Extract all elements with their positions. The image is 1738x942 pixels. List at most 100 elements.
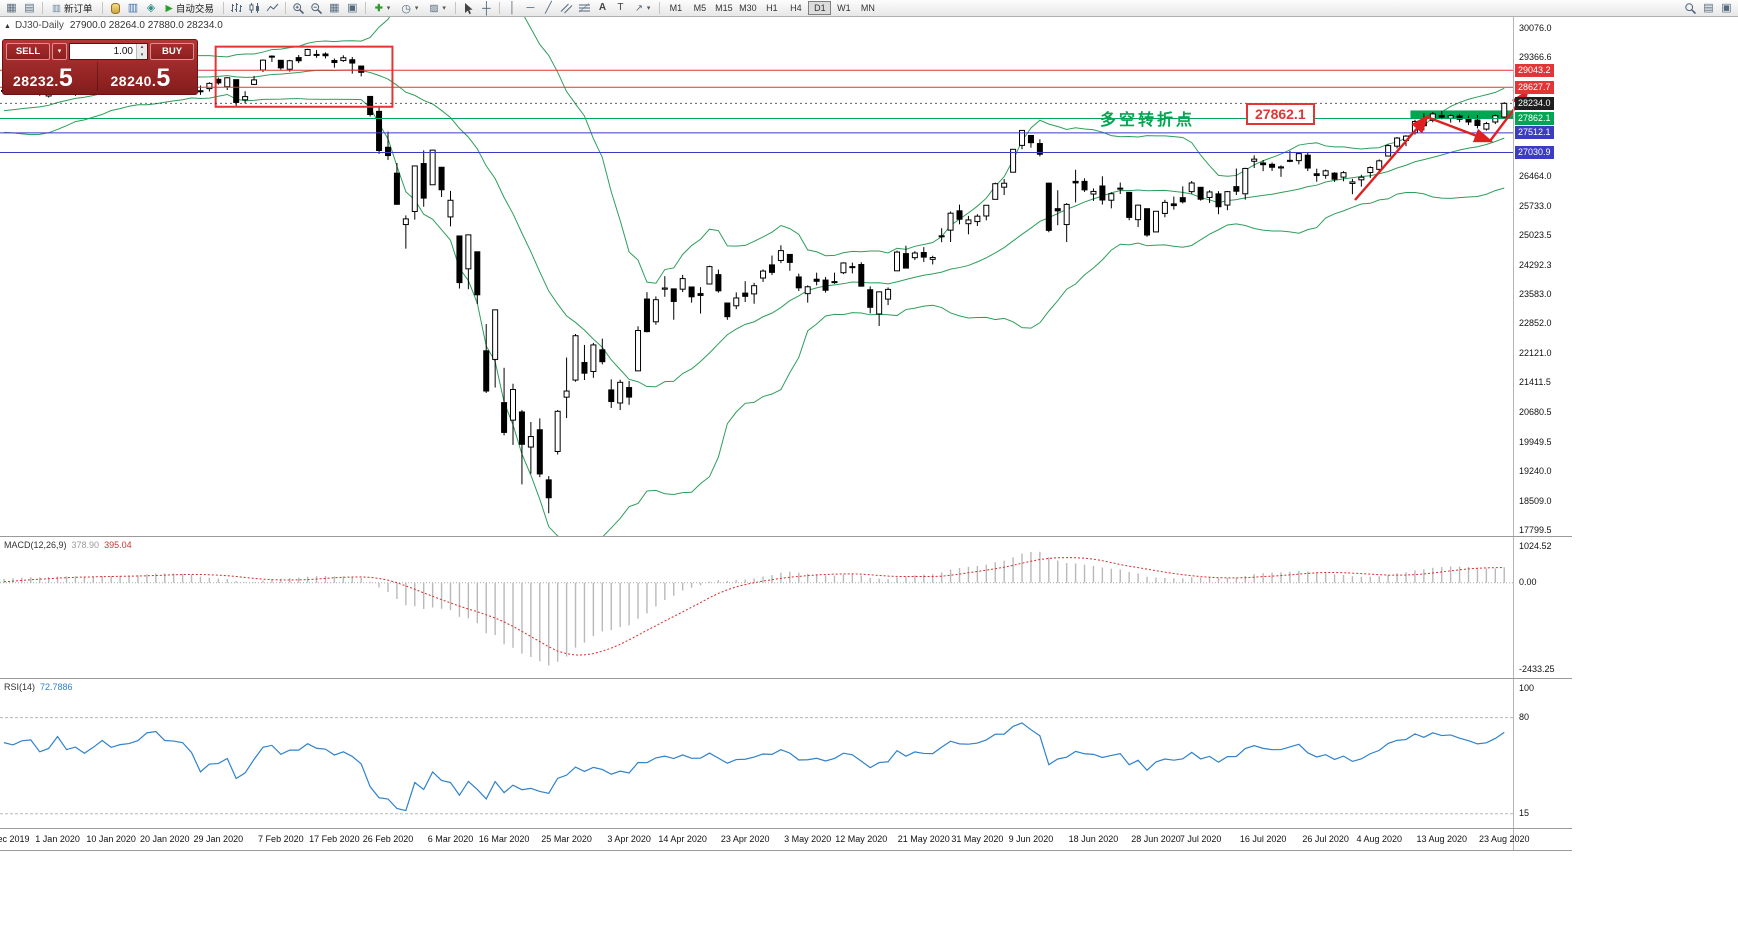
new-order-button[interactable]: ▥ 新订单 bbox=[47, 1, 98, 16]
volume-input[interactable] bbox=[70, 44, 136, 59]
sell-price-value: 28232. bbox=[13, 73, 59, 89]
clock-icon: ◷ bbox=[401, 2, 411, 15]
toolbar-separator bbox=[101, 2, 103, 14]
docked-window-icon[interactable]: ▤ bbox=[1703, 1, 1714, 14]
timeframe-h4[interactable]: H4 bbox=[784, 1, 807, 15]
periods-button[interactable]: ◷ ▾ bbox=[396, 1, 423, 16]
chart-profiles-icon[interactable]: ▤ bbox=[24, 1, 35, 14]
date-label: 23 Dec 2019 bbox=[0, 834, 30, 844]
arrows-shapes-button[interactable]: ↗ ▾ bbox=[630, 1, 655, 16]
date-label: 17 Feb 2020 bbox=[309, 834, 360, 844]
date-label: 28 Jun 2020 bbox=[1131, 834, 1181, 844]
timeframe-m15[interactable]: M15 bbox=[712, 1, 735, 15]
cursor-icon[interactable] bbox=[460, 1, 477, 16]
toolbar-separator bbox=[659, 2, 661, 14]
timeframe-h1[interactable]: H1 bbox=[760, 1, 783, 15]
chevron-down-icon: ▾ bbox=[442, 5, 446, 12]
price-tick: 25023.5 bbox=[1519, 229, 1552, 240]
price-tick: 17799.5 bbox=[1519, 525, 1552, 536]
price-chart-canvas[interactable] bbox=[0, 17, 1572, 536]
toolbar-separator bbox=[222, 2, 224, 14]
timeframe-m5[interactable]: M5 bbox=[688, 1, 711, 15]
tile-windows-icon[interactable]: ▦ bbox=[329, 1, 340, 14]
macd-name: MACD(12,26,9) bbox=[4, 540, 67, 550]
autotrading-label: 自动交易 bbox=[175, 4, 214, 15]
chevron-down-icon: ▾ bbox=[386, 5, 391, 12]
toolbar: ▦ ▤ ▥ 新订单 ▥ ◈ ▶ 自动交易 ▦ ▣ bbox=[0, 0, 1738, 17]
date-label: 16 Jul 2020 bbox=[1239, 834, 1287, 844]
zoom-in-icon[interactable] bbox=[290, 1, 307, 16]
turning-point-annotation[interactable]: 多空转折点 bbox=[1100, 112, 1196, 129]
plus-icon: ✚ bbox=[374, 2, 383, 14]
price-marker-tag: 27030.9 bbox=[1515, 146, 1554, 160]
date-label: 16 Mar 2020 bbox=[478, 834, 530, 844]
date-label: 21 May 2020 bbox=[897, 834, 950, 844]
buy-price[interactable]: 28240. 5 bbox=[96, 62, 195, 91]
arrange-windows-icon[interactable]: ▣ bbox=[347, 1, 358, 14]
vertical-line-icon[interactable]: │ bbox=[509, 1, 516, 14]
rsi-indicator-canvas[interactable] bbox=[0, 680, 1572, 828]
sell-price[interactable]: 28232. 5 bbox=[6, 62, 97, 91]
turning-point-price-label[interactable]: 27862.1 bbox=[1246, 103, 1315, 125]
navigator-icon[interactable]: ◈ bbox=[146, 1, 156, 14]
date-label: 3 Apr 2020 bbox=[607, 834, 651, 844]
indicators-button[interactable]: ✚ ▾ bbox=[370, 1, 395, 16]
channel-icon[interactable] bbox=[558, 1, 575, 16]
trendline-icon[interactable]: ╱ bbox=[545, 1, 552, 14]
sell-price-big-digit: 5 bbox=[58, 64, 73, 92]
rsi-value: 72.7886 bbox=[40, 682, 73, 692]
volume-up-button[interactable]: ▴ bbox=[137, 44, 147, 52]
zoom-out-icon[interactable] bbox=[308, 1, 325, 16]
play-icon: ▶ bbox=[165, 2, 173, 14]
date-label: 20 Jan 2020 bbox=[139, 834, 190, 844]
one-click-trading-panel: SELL ▾ ▴ ▾ BUY 28232.5 28240.5 bbox=[2, 39, 198, 95]
price-marker-tag: 29043.2 bbox=[1515, 63, 1554, 77]
ohlc-values: 27900.0 28264.0 27880.0 28234.0 bbox=[69, 20, 223, 31]
market-watch-icon[interactable] bbox=[107, 1, 124, 16]
window-menu-icon[interactable]: ▣ bbox=[1721, 1, 1732, 14]
pane-separator[interactable] bbox=[0, 536, 1572, 537]
bar-chart-icon[interactable] bbox=[228, 1, 245, 16]
candlestick-chart-icon[interactable] bbox=[246, 1, 263, 16]
templates-button[interactable]: ▨ ▾ bbox=[424, 1, 451, 16]
rsi-label: RSI(14) 72.7886 bbox=[4, 682, 73, 692]
line-chart-icon[interactable] bbox=[264, 1, 281, 16]
text-icon[interactable]: A bbox=[598, 2, 607, 13]
text-label-icon[interactable]: T bbox=[617, 2, 624, 13]
order-type-dropdown[interactable]: ▾ bbox=[52, 43, 67, 60]
date-label: 23 Apr 2020 bbox=[720, 834, 770, 844]
data-window-icon[interactable]: ▥ bbox=[127, 1, 139, 14]
sell-button[interactable]: SELL bbox=[6, 43, 50, 60]
autotrading-button[interactable]: ▶ 自动交易 bbox=[161, 1, 219, 16]
pane-separator[interactable] bbox=[0, 678, 1572, 679]
search-icon[interactable] bbox=[1682, 1, 1699, 16]
timeframe-mn[interactable]: MN bbox=[856, 1, 879, 15]
macd-axis-max: 1024.52 bbox=[1519, 541, 1552, 551]
timeframe-m1[interactable]: M1 bbox=[664, 1, 687, 15]
buy-price-value: 28240. bbox=[110, 73, 157, 89]
volume-down-button[interactable]: ▾ bbox=[137, 51, 147, 59]
date-label: 7 Jul 2020 bbox=[1179, 834, 1222, 844]
horizontal-line-icon[interactable]: ─ bbox=[526, 1, 535, 14]
crosshair-icon[interactable]: ┼ bbox=[482, 1, 491, 15]
price-tick: 21411.5 bbox=[1519, 377, 1551, 388]
timeframe-m30[interactable]: M30 bbox=[736, 1, 759, 15]
new-order-icon: ▥ bbox=[52, 2, 61, 14]
buy-button[interactable]: BUY bbox=[150, 43, 194, 60]
fibonacci-icon[interactable] bbox=[576, 1, 593, 16]
price-tick: 29366.6 bbox=[1519, 52, 1552, 62]
timeframe-d1[interactable]: D1 bbox=[808, 1, 832, 15]
timeframe-toolbar: M1 M5 M15 M30 H1 H4 D1 W1 MN bbox=[664, 1, 879, 15]
price-marker-tag: 28234.0 bbox=[1515, 96, 1554, 110]
price-tick: 22121.0 bbox=[1519, 348, 1552, 359]
price-tick: 22852.0 bbox=[1519, 318, 1552, 329]
new-order-label: 新订单 bbox=[63, 4, 93, 15]
timeframe-w1[interactable]: W1 bbox=[832, 1, 855, 15]
pane-separator[interactable] bbox=[0, 828, 1572, 829]
macd-indicator-canvas[interactable] bbox=[0, 538, 1572, 678]
new-chart-icon[interactable]: ▦ bbox=[6, 1, 17, 14]
price-tick: 30076.0 bbox=[1519, 23, 1552, 33]
price-tick: 19949.5 bbox=[1519, 437, 1552, 448]
